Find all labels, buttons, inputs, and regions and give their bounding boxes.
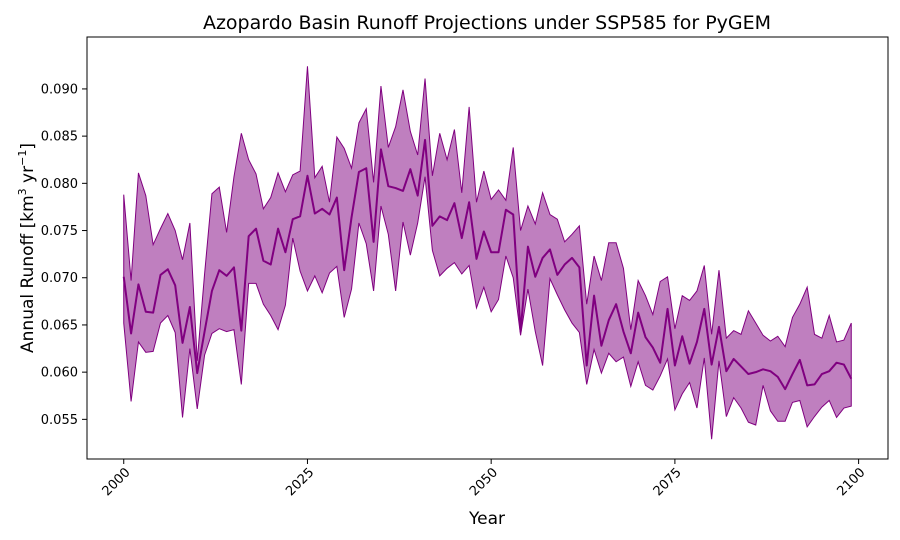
y-axis-label-end: ] — [18, 143, 38, 150]
x-axis-label: Year — [468, 509, 505, 529]
y-tick-label: 0.070 — [41, 271, 78, 286]
y-tick-label: 0.090 — [41, 82, 78, 97]
plot-frame — [86, 36, 889, 460]
y-tick-label: 0.060 — [41, 366, 78, 381]
y-axis-label-sup2: −1 — [16, 150, 29, 166]
uncertainty-band — [123, 66, 852, 440]
chart-title: Azopardo Basin Runoff Projections under … — [203, 12, 771, 34]
y-axis-label: Annual Runoff [km3 yr−1] — [16, 143, 38, 353]
y-tick-label: 0.085 — [41, 130, 78, 145]
series-line-0 — [122, 138, 853, 391]
y-tick-label: 0.065 — [41, 318, 78, 333]
y-tick-label: 0.080 — [41, 177, 78, 192]
series-line-layer — [122, 138, 853, 391]
uncertainty-band-layer — [123, 66, 852, 440]
y-axis-label-sup1: 3 — [16, 188, 29, 195]
y-axis-label-main: Annual Runoff [km — [18, 195, 38, 353]
y-axis-label-mid: yr — [18, 166, 38, 188]
y-axis-ticks: 0.055 0.060 0.065 0.070 0.075 0.080 0.085 0.090 — [41, 82, 87, 428]
y-tick-label: 0.055 — [41, 413, 78, 428]
y-tick-label: 0.075 — [41, 224, 78, 239]
